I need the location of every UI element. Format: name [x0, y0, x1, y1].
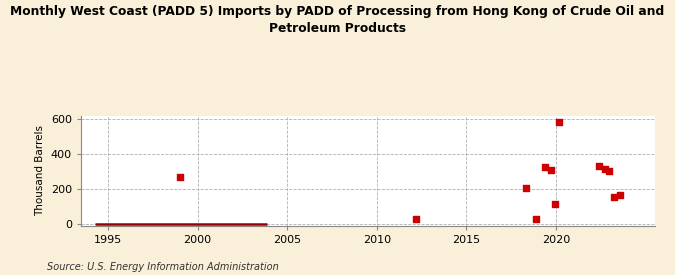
- Point: [603, 169, 614, 173]
- Point: [520, 186, 531, 190]
- Point: [174, 174, 185, 179]
- Point: [599, 167, 610, 172]
- Point: [540, 165, 551, 170]
- Point: [545, 168, 556, 172]
- Point: [550, 202, 561, 207]
- Point: [554, 119, 564, 124]
- Y-axis label: Thousand Barrels: Thousand Barrels: [35, 125, 45, 216]
- Point: [411, 217, 422, 222]
- Point: [614, 193, 625, 198]
- Text: Source: U.S. Energy Information Administration: Source: U.S. Energy Information Administ…: [47, 262, 279, 272]
- Point: [594, 164, 605, 169]
- Point: [608, 195, 619, 199]
- Text: Monthly West Coast (PADD 5) Imports by PADD of Processing from Hong Kong of Crud: Monthly West Coast (PADD 5) Imports by P…: [10, 6, 665, 35]
- Point: [531, 217, 542, 221]
